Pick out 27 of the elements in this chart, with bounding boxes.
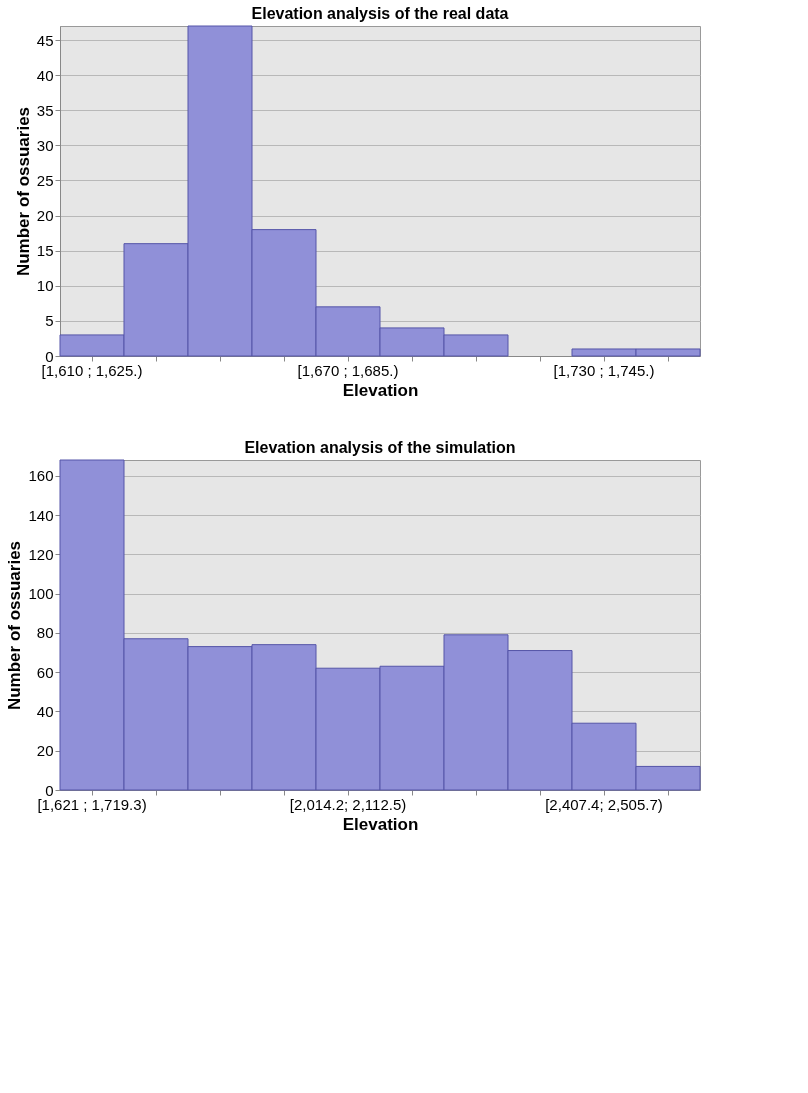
x-axis-title: Elevation [342,814,419,834]
y-tick-label: 40 [36,66,54,84]
x-tick-label: [2,014.2; 2,112.5) [289,795,407,813]
y-tick-label: 25 [36,171,54,189]
y-tick-label: 10 [36,277,54,295]
x-axis-title: Elevation [342,380,419,400]
y-tick-label: 100 [28,585,54,603]
y-tick-label: 30 [36,136,54,154]
x-tick-label: [1,730 ; 1,745.) [553,361,655,379]
y-axis-title: Number of ossuaries [13,106,33,277]
x-tick-label: [1,670 ; 1,685.) [297,361,399,379]
y-tick-label: 35 [36,101,54,119]
y-tick-label: 5 [45,312,54,330]
y-tick-label: 80 [36,624,54,642]
y-tick-label: 15 [36,242,54,260]
y-tick-label: 140 [28,506,54,524]
y-tick-label: 20 [36,742,54,760]
y-tick-label: 60 [36,663,54,681]
y-tick-label: 160 [28,467,54,485]
y-tick-label: 20 [36,207,54,225]
chart-title: Elevation analysis of the simulation [244,438,516,456]
y-tick-label: 40 [36,702,54,720]
x-tick-label: [2,407.4; 2,505.7) [545,795,663,813]
chart-title: Elevation analysis of the real data [251,4,509,22]
y-tick-label: 120 [28,545,54,563]
y-tick-label: 45 [36,31,54,49]
y-axis-title: Number of ossuaries [5,540,25,711]
